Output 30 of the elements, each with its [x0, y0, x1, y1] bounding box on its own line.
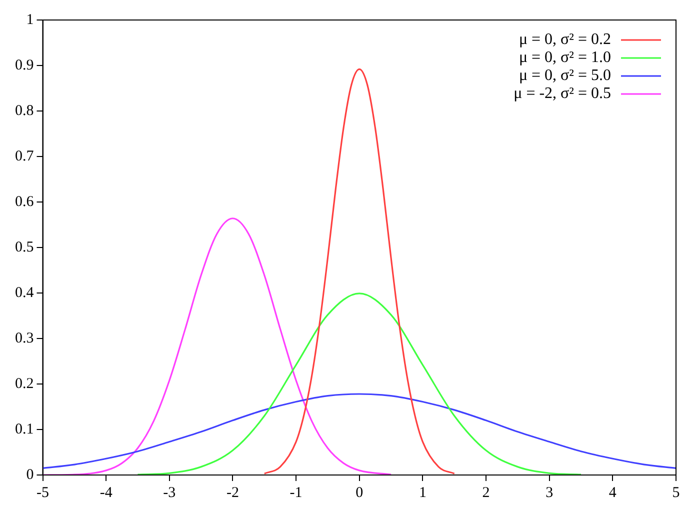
line-series — [42, 218, 392, 475]
y-tick-label: 0.1 — [15, 421, 34, 438]
line-series — [264, 68, 456, 474]
line-series — [136, 292, 582, 475]
y-tick-label: 0.4 — [15, 284, 34, 301]
legend-label: μ = 0, σ² = 1.0 — [518, 49, 611, 66]
y-tick-label: 0.7 — [15, 148, 34, 164]
legend-label: μ = 0, σ² = 0.2 — [518, 31, 611, 48]
y-tick-label: 1 — [26, 12, 34, 28]
x-tick-label: 3 — [546, 484, 554, 501]
y-tick-label: 0.2 — [15, 376, 34, 392]
x-tick-label: 2 — [482, 484, 490, 501]
y-tick-label: 0.5 — [15, 239, 34, 256]
line-series — [42, 393, 676, 469]
x-tick-label: -4 — [100, 484, 113, 501]
x-tick-label: -1 — [290, 484, 302, 501]
x-tick-label: -5 — [36, 484, 49, 501]
x-tick-label: 4 — [608, 484, 617, 501]
x-tick-label: -2 — [226, 484, 239, 501]
y-tick-label: 0.9 — [15, 57, 34, 74]
y-tick-label: 0.6 — [15, 194, 34, 210]
x-tick-label: -3 — [163, 484, 176, 501]
legend-label: μ = 0, σ² = 5.0 — [518, 67, 611, 84]
x-tick-label: 5 — [672, 484, 680, 501]
y-tick-label: 0.8 — [15, 102, 34, 119]
x-tick-label: 1 — [418, 484, 426, 501]
y-tick-label: 0.3 — [15, 330, 34, 346]
legend-label: μ = -2, σ² = 0.5 — [514, 85, 611, 102]
y-tick-label: 0 — [26, 466, 34, 483]
x-tick-label: 0 — [356, 484, 364, 501]
